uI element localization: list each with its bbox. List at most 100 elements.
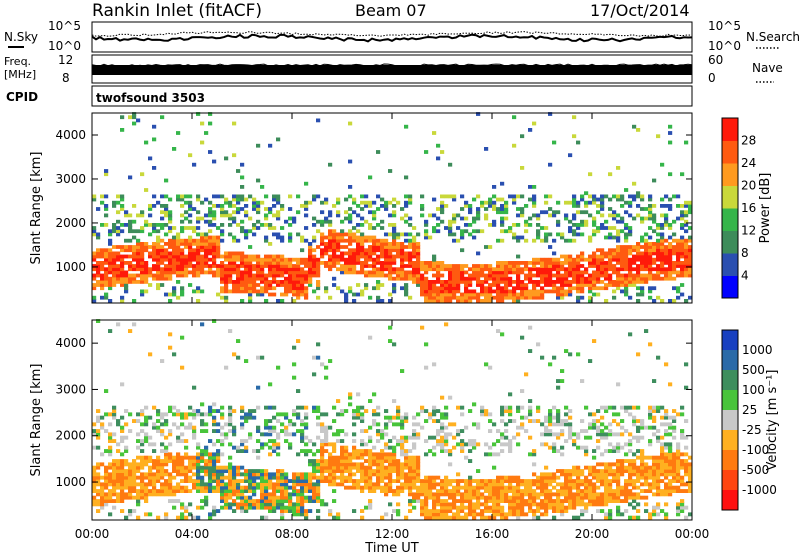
data-cell [456, 276, 461, 281]
data-cell [312, 482, 317, 487]
data-cell [156, 235, 161, 240]
data-cell [196, 459, 201, 463]
data-cell [452, 283, 457, 287]
data-cell [336, 412, 341, 417]
data-cell [160, 216, 165, 221]
data-cell [688, 200, 693, 205]
data-cell [328, 248, 333, 253]
data-cell [620, 405, 625, 410]
data-cell [112, 469, 117, 473]
data-cell [500, 261, 505, 265]
data-cell [100, 452, 105, 457]
data-cell [548, 492, 553, 497]
data-cell [352, 439, 357, 443]
data-cell [116, 422, 121, 427]
data-cell [292, 257, 297, 262]
data-cell [560, 280, 565, 284]
data-cell [128, 412, 133, 417]
data-cell [408, 449, 413, 453]
data-cell [348, 261, 353, 265]
data-cell [220, 405, 225, 410]
data-cell [456, 264, 461, 268]
data-cell [448, 509, 453, 513]
data-cell [468, 207, 473, 211]
data-cell [440, 412, 445, 417]
data-cell [416, 465, 421, 470]
data-cell [336, 475, 341, 480]
data-cell [176, 254, 181, 259]
data-cell [572, 213, 577, 218]
data-cell [516, 235, 521, 240]
data-cell [524, 512, 529, 517]
data-cell [688, 270, 693, 275]
data-cell [432, 289, 437, 294]
data-cell [92, 283, 97, 287]
data-cell [272, 261, 277, 265]
data-cell [312, 459, 317, 463]
data-cell [336, 210, 341, 215]
data-cell [524, 267, 529, 272]
data-cell [600, 429, 605, 433]
data-cell [400, 439, 405, 443]
data-cell [424, 419, 429, 423]
data-cell [208, 223, 213, 227]
data-cell [320, 425, 325, 430]
data-cell [140, 495, 145, 500]
data-cell [408, 197, 413, 202]
data-cell [140, 409, 145, 413]
data-cell [204, 213, 209, 218]
data-cell [328, 425, 333, 430]
data-cell [224, 254, 229, 259]
data-cell [564, 489, 569, 493]
data-cell [132, 495, 137, 500]
data-cell [256, 200, 261, 205]
data-cell [416, 257, 421, 262]
data-cell [208, 455, 213, 460]
data-cell [128, 280, 133, 284]
data-cell [512, 235, 517, 240]
data-cell [112, 273, 117, 278]
data-cell [500, 499, 505, 503]
data-cell [216, 292, 221, 297]
data-cell [400, 242, 405, 246]
data-cell [620, 459, 625, 463]
data-cell [588, 499, 593, 503]
data-cell [424, 452, 429, 457]
data-cell [524, 223, 529, 227]
data-cell [188, 405, 193, 410]
data-cell [168, 459, 173, 463]
data-cell [548, 245, 553, 249]
data-cell [188, 489, 193, 493]
data-cell [228, 472, 233, 477]
data-cell [528, 270, 533, 275]
data-cell [428, 512, 433, 517]
data-cell [168, 345, 173, 350]
data-cell [144, 422, 149, 427]
data-cell [568, 495, 573, 500]
data-cell [496, 495, 501, 500]
data-cell [320, 248, 325, 253]
data-cell [356, 248, 361, 253]
data-cell [404, 194, 409, 199]
data-cell [404, 435, 409, 440]
data-cell [616, 469, 621, 473]
data-cell [660, 254, 665, 259]
data-cell [604, 492, 609, 497]
data-cell [300, 267, 305, 272]
data-cell [656, 254, 661, 259]
data-cell [520, 502, 525, 507]
data-cell [520, 286, 525, 291]
data-cell [388, 455, 393, 460]
data-cell [216, 455, 221, 460]
data-cell [172, 242, 177, 246]
data-cell [288, 257, 293, 262]
data-cell [188, 462, 193, 467]
data-cell [164, 207, 169, 211]
data-cell [464, 299, 469, 303]
data-cell [388, 245, 393, 249]
data-cell [408, 455, 413, 460]
data-cell [224, 469, 229, 473]
data-cell [380, 489, 385, 493]
data-cell [532, 286, 537, 291]
data-cell [576, 435, 581, 440]
